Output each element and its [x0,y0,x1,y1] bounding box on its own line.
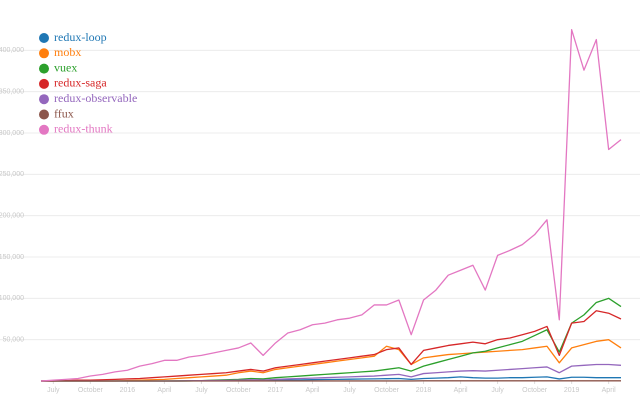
legend-label: redux-loop [54,30,107,44]
legend-marker [39,33,49,43]
legend-label: ffux [54,106,74,120]
x-tick-label: October [522,387,548,394]
x-tick-label: April [602,387,616,394]
legend-marker [39,78,49,89]
x-tick-label: October [78,387,104,394]
x-tick-label: July [195,387,208,394]
legend-label: vuex [54,60,77,74]
legend-label: mobx [54,45,81,59]
x-tick-label: 2018 [416,387,432,394]
y-tick-label: 150,000 [0,254,24,261]
x-tick-label: April [454,387,468,394]
y-tick-label: 100,000 [0,295,24,302]
legend-label: redux-saga [54,76,107,90]
x-tick-label: April [157,387,171,394]
x-tick-label: 2016 [120,387,136,394]
series-line [41,310,622,382]
legend-label: redux-observable [54,91,137,105]
y-tick-label: 400,000 [0,47,24,54]
y-tick-label: 200,000 [0,213,24,220]
series-line [41,339,622,382]
legend-label: redux-thunk [54,122,113,136]
series-line [40,29,622,382]
x-tick-label: October [226,387,252,394]
legend-marker [39,63,49,74]
legend-marker [39,94,49,105]
y-tick-label: 300,000 [0,130,24,137]
x-tick-label: July [47,387,60,394]
legend-marker [39,124,49,135]
y-tick-label: 50,000 [3,337,25,344]
x-tick-label: 2019 [564,387,580,394]
x-tick-label: July [491,387,504,394]
y-tick-label: 250,000 [0,171,24,178]
x-tick-label: October [374,387,400,394]
x-tick-label: 2017 [268,387,284,394]
x-tick-label: July [343,387,356,394]
legend-marker [39,109,49,120]
y-tick-label: 350,000 [0,89,24,96]
legend-marker [39,48,49,59]
x-tick-label: April [305,387,319,394]
